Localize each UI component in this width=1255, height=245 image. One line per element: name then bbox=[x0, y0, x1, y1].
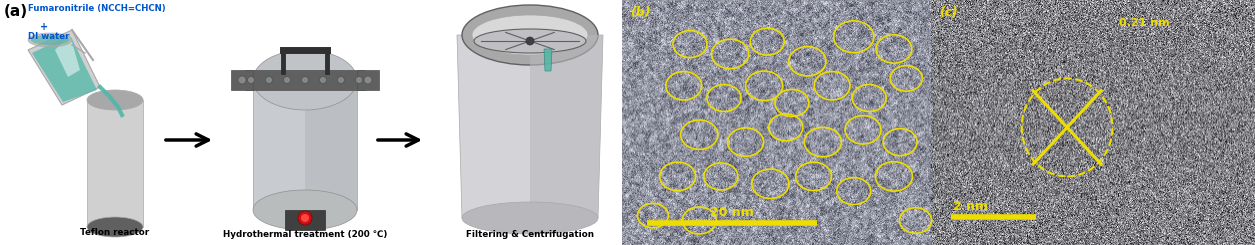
Text: +: + bbox=[40, 22, 48, 32]
Polygon shape bbox=[245, 70, 365, 90]
Text: DI water: DI water bbox=[28, 32, 69, 41]
Polygon shape bbox=[28, 30, 100, 105]
Text: (c): (c) bbox=[939, 6, 958, 19]
Circle shape bbox=[238, 76, 246, 84]
Circle shape bbox=[301, 76, 309, 84]
Circle shape bbox=[301, 214, 309, 222]
Circle shape bbox=[247, 76, 255, 84]
Ellipse shape bbox=[87, 217, 143, 237]
Polygon shape bbox=[356, 70, 379, 90]
Circle shape bbox=[284, 76, 290, 84]
Text: (b): (b) bbox=[630, 6, 650, 19]
Circle shape bbox=[364, 76, 371, 84]
Circle shape bbox=[338, 76, 345, 84]
Ellipse shape bbox=[462, 5, 597, 65]
Circle shape bbox=[355, 76, 363, 84]
Text: 20 nm: 20 nm bbox=[710, 206, 754, 219]
Polygon shape bbox=[305, 80, 356, 210]
Text: Hydrothermal treatment (200 ℃): Hydrothermal treatment (200 ℃) bbox=[223, 230, 388, 239]
Circle shape bbox=[320, 76, 326, 84]
Polygon shape bbox=[530, 35, 602, 218]
Ellipse shape bbox=[28, 33, 72, 47]
Ellipse shape bbox=[254, 190, 356, 230]
Polygon shape bbox=[543, 49, 552, 71]
Ellipse shape bbox=[474, 29, 586, 53]
Polygon shape bbox=[457, 35, 602, 218]
Polygon shape bbox=[231, 70, 254, 90]
Circle shape bbox=[297, 211, 312, 225]
Polygon shape bbox=[55, 35, 80, 77]
Text: Teflon reactor: Teflon reactor bbox=[80, 228, 149, 237]
Circle shape bbox=[526, 37, 533, 45]
Ellipse shape bbox=[472, 15, 589, 55]
Ellipse shape bbox=[87, 90, 143, 110]
Polygon shape bbox=[254, 80, 356, 210]
Polygon shape bbox=[87, 100, 143, 227]
Ellipse shape bbox=[462, 202, 597, 234]
Polygon shape bbox=[31, 35, 97, 102]
Ellipse shape bbox=[31, 35, 69, 45]
Text: 0.21 nm: 0.21 nm bbox=[1119, 18, 1170, 28]
Ellipse shape bbox=[254, 50, 356, 110]
Text: Filtering & Centrifugation: Filtering & Centrifugation bbox=[466, 230, 594, 239]
Text: 2 nm: 2 nm bbox=[953, 200, 988, 213]
Circle shape bbox=[266, 76, 272, 84]
Text: (a): (a) bbox=[4, 4, 28, 19]
Text: Fumaronitrile (NCCH=CHCN): Fumaronitrile (NCCH=CHCN) bbox=[28, 4, 166, 13]
Polygon shape bbox=[285, 210, 325, 230]
